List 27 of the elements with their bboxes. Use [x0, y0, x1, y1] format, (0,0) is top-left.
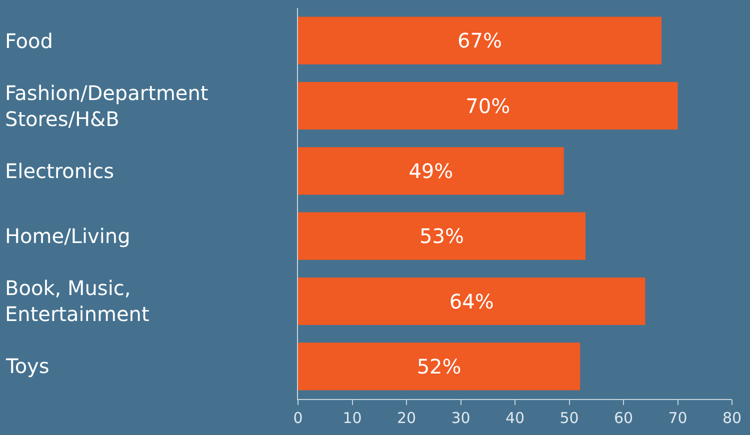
bar: [298, 342, 580, 390]
x-tick-label: 0: [293, 409, 303, 427]
y-tick-label: Food: [5, 29, 53, 53]
x-tick-label: 20: [396, 409, 416, 427]
data-label: 64%: [449, 289, 494, 314]
bar: [298, 16, 662, 64]
bar: [298, 147, 564, 195]
bar: [298, 277, 646, 326]
data-label: 49%: [408, 158, 454, 183]
y-tick-label: Electronics: [5, 159, 114, 183]
x-tick-label: 30: [451, 409, 470, 427]
y-tick-label: Toys: [5, 354, 50, 378]
x-tick-label: 40: [505, 409, 525, 427]
x-tick-label: 70: [668, 409, 688, 427]
y-tick-label: Home/Living: [5, 224, 130, 248]
data-label: 52%: [416, 354, 462, 378]
y-tick-label: Book, Music, Entertainment: [5, 276, 150, 326]
bar: [298, 82, 678, 130]
bar: [298, 212, 586, 260]
x-tick-label: 50: [560, 409, 579, 427]
data-label: 53%: [420, 224, 464, 248]
data-label: 70%: [466, 94, 510, 118]
data-label: 67%: [458, 28, 502, 53]
y-tick-label: Fashion/Department Stores/H&B: [5, 81, 208, 131]
x-tick-label: 80: [722, 409, 742, 427]
x-tick-label: 10: [342, 409, 362, 427]
x-tick-label: 60: [614, 409, 634, 427]
